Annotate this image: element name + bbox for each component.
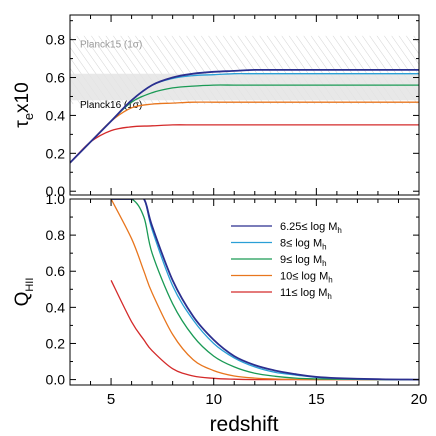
qhii-series-6p25-line [111, 199, 419, 381]
tau-ytick-label: 0.8 [46, 32, 66, 48]
tau-series-10-line [70, 101, 419, 164]
x-axis-label: redshift [210, 413, 279, 436]
tau-ytick-label: 0.0 [46, 183, 66, 199]
qhii-ytick-label: 0.0 [46, 372, 66, 388]
tau-ytick-label: 0.6 [46, 70, 66, 86]
qhii-series-9-line [111, 199, 419, 381]
tau-ytick-label: 0.2 [46, 145, 66, 161]
tau-y-axis-label: τex10 [12, 82, 36, 127]
planck15-label: Planck15 (1σ) [80, 39, 142, 50]
planck16-label: Planck16 (1σ) [80, 100, 142, 111]
planck16-band [70, 73, 419, 101]
qhii-ytick-label: 0.4 [46, 299, 66, 315]
qhii-ytick-label: 0.8 [46, 227, 66, 243]
legend-label: 11≤ log Mh [280, 287, 332, 301]
x-tick-label: 15 [308, 391, 325, 408]
legend-label: 10≤ log Mh [280, 271, 333, 285]
qhii-ytick-label: 0.2 [46, 335, 66, 351]
tau-series-6p25-line [70, 68, 419, 164]
legend-label: 6.25≤ log Mh [280, 221, 342, 235]
x-tick-label: 10 [205, 391, 222, 408]
tau-series-11-line [70, 124, 419, 164]
qhii-ytick-label: 1.0 [46, 191, 66, 207]
tau-panel: Planck15 (1σ) Planck16 (1σ) 0.0 0.2 0.4 0.6 0… [12, 14, 420, 199]
legend-label: 9≤ log Mh [280, 254, 327, 268]
x-tick-label: 20 [411, 391, 428, 408]
tau-panel-frame [69, 14, 420, 196]
x-tick-label: 5 [107, 391, 115, 408]
legend: 6.25≤ log Mh 8≤ log Mh 9≤ log Mh 10≤ log Mh… [231, 221, 342, 301]
qhii-panel-frame [69, 198, 420, 386]
qhii-series-8-line [111, 199, 419, 381]
qhii-panel: 0.0 0.2 0.4 0.6 0.8 1.0 5 10 15 20 6.25≤ log Mh 8… [12, 191, 427, 436]
legend-label: 8≤ log Mh [280, 238, 327, 252]
tau-ytick-label: 0.4 [46, 107, 66, 123]
qhii-y-axis-label: QHII [12, 278, 36, 307]
qhii-ytick-label: 0.6 [46, 263, 66, 279]
qhii-series-11-line [110, 280, 419, 381]
